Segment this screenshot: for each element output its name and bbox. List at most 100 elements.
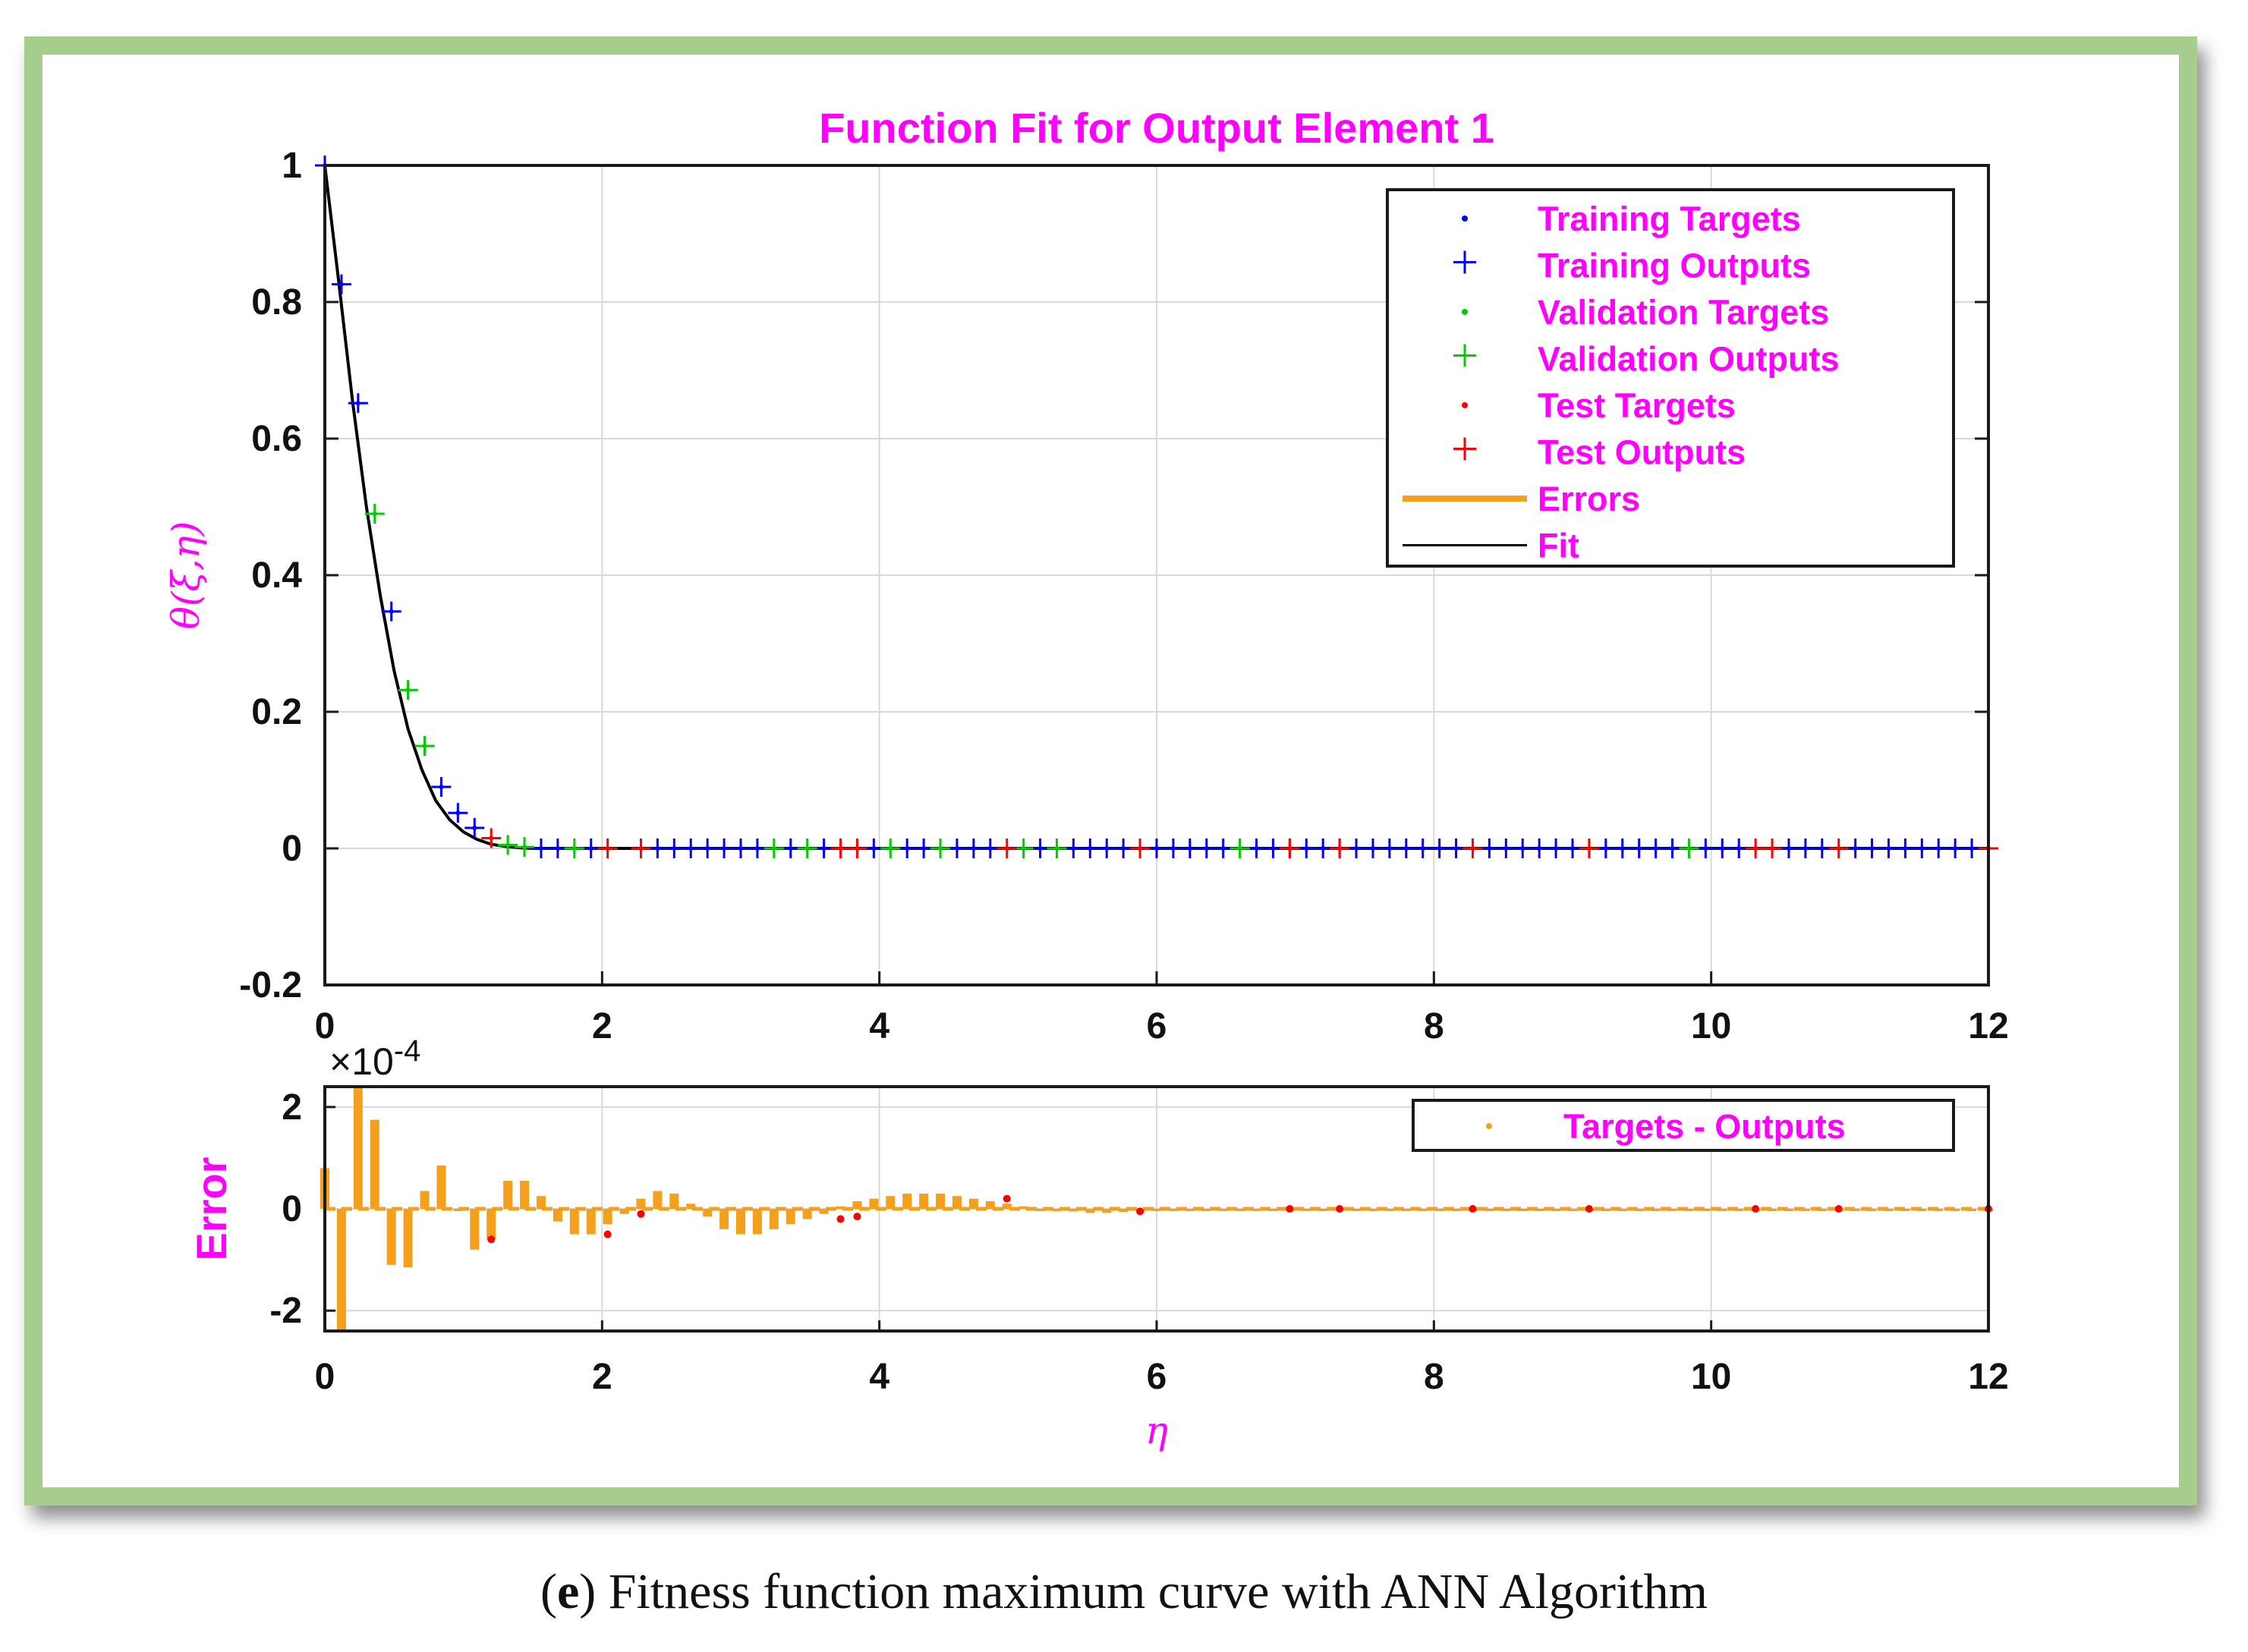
marker-dot (1570, 846, 1575, 851)
training-marker (664, 839, 685, 858)
legend-entry: Training Targets (1462, 200, 1801, 238)
error-bar (1717, 1209, 1727, 1211)
error-bar (636, 1198, 646, 1209)
training-marker (1845, 839, 1865, 858)
error-x-tick-label: 4 (869, 1357, 889, 1397)
marker-dot (921, 846, 927, 851)
test-marker (996, 839, 1017, 858)
marker-dot (605, 846, 610, 851)
training-marker (864, 839, 884, 858)
error-test-point (1585, 1205, 1593, 1213)
marker-dot (338, 282, 344, 287)
marker-dot (422, 744, 427, 748)
marker-dot (1088, 846, 1093, 851)
error-bar (1768, 1209, 1777, 1211)
test-marker (830, 839, 851, 858)
error-bar (1185, 1209, 1195, 1211)
error-bar (1535, 1209, 1544, 1211)
error-bar (1667, 1209, 1677, 1211)
marker-dot (1321, 846, 1326, 851)
error-x-tick-label: 0 (315, 1357, 335, 1397)
marker-dot (455, 810, 461, 816)
error-legend-swatch (1486, 1123, 1492, 1129)
marker-dot (1853, 846, 1858, 851)
marker-dot (538, 846, 543, 851)
marker-dot (1154, 846, 1159, 851)
error-bar (1035, 1209, 1045, 1211)
main-y-ticks: -0.2 0 0.2 0.4 0.6 0.8 1 (239, 146, 302, 1005)
marker-dot (489, 835, 494, 841)
error-test-point (637, 1210, 645, 1218)
caption-text: Fitness function maximum curve with ANN … (596, 1564, 1708, 1619)
error-test-point (1003, 1194, 1011, 1203)
error-bar (1019, 1206, 1028, 1209)
marker-dot (1054, 846, 1059, 851)
main-x-tick-label: 4 (869, 1006, 889, 1046)
training-marker (780, 839, 801, 858)
error-bar (1617, 1209, 1627, 1211)
error-bar (1368, 1209, 1377, 1211)
marker-dot (1554, 846, 1559, 851)
training-marker (814, 839, 834, 858)
marker-dot (1370, 846, 1375, 851)
error-bar (1152, 1209, 1161, 1211)
training-marker (1063, 839, 1084, 858)
error-bar (1634, 1209, 1644, 1211)
legend-entry: Training Outputs (1453, 247, 1811, 285)
error-bar (420, 1191, 430, 1209)
marker-dot (888, 846, 893, 851)
error-exponent-power: -4 (394, 1034, 421, 1068)
training-marker (1496, 839, 1516, 858)
error-test-point (1136, 1207, 1144, 1216)
error-bar (1451, 1209, 1461, 1211)
error-bar (653, 1191, 663, 1209)
error-bar (1734, 1209, 1744, 1211)
legend-label: Fit (1538, 527, 1579, 565)
marker-dot (355, 401, 360, 406)
error-bar (503, 1181, 513, 1209)
marker-dot (1753, 846, 1758, 851)
error-bar (1168, 1209, 1178, 1211)
marker-dot (1586, 846, 1592, 851)
main-x-tick-label: 6 (1147, 1006, 1167, 1046)
training-marker (731, 839, 751, 858)
main-x-tick-label: 0 (315, 1006, 335, 1046)
error-bar (1085, 1209, 1095, 1213)
marker-dot (1603, 846, 1608, 851)
error-bar (1884, 1209, 1894, 1211)
training-marker (1346, 839, 1367, 858)
error-bar (752, 1209, 762, 1235)
error-y-tick-label: 0 (282, 1189, 302, 1229)
error-bar (769, 1209, 779, 1229)
training-marker (681, 839, 701, 858)
error-bar (470, 1209, 480, 1250)
training-marker (1778, 839, 1799, 858)
error-bar (703, 1209, 713, 1217)
legend-label: Validation Targets (1538, 293, 1829, 332)
marker-dot (1520, 846, 1525, 851)
error-bar (1900, 1209, 1910, 1211)
training-marker (348, 393, 368, 414)
marker-dot (1786, 846, 1791, 851)
marker-dot (588, 846, 593, 851)
main-x-tick-label: 10 (1691, 1006, 1731, 1046)
marker-dot (1237, 846, 1242, 851)
main-markers (315, 156, 1998, 858)
error-bar (869, 1198, 879, 1209)
legend-label: Test Targets (1538, 386, 1736, 425)
training-marker (1595, 839, 1616, 858)
training-marker (1513, 839, 1533, 858)
error-bar (536, 1196, 546, 1209)
marker-dot (804, 846, 810, 851)
legend-entry: Test Outputs (1453, 433, 1746, 472)
error-bar (1867, 1209, 1877, 1211)
marker-dot (1004, 846, 1009, 851)
marker-dot (1819, 846, 1825, 851)
test-marker (1762, 839, 1783, 858)
training-marker (1629, 839, 1649, 858)
marker-dot (1121, 846, 1126, 851)
validation-marker (1679, 839, 1699, 858)
marker-dot (838, 846, 843, 851)
training-marker (1163, 839, 1183, 858)
error-bar (619, 1209, 629, 1214)
